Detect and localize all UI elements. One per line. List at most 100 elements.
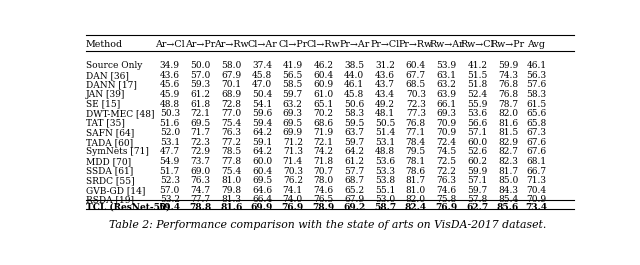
Text: 54.9: 54.9 <box>159 157 180 166</box>
Text: Ar→Pr: Ar→Pr <box>186 40 216 49</box>
Text: 78.0: 78.0 <box>314 176 333 185</box>
Text: 74.0: 74.0 <box>283 196 303 205</box>
Text: 61.5: 61.5 <box>526 100 547 109</box>
Text: 51.7: 51.7 <box>159 167 180 176</box>
Text: 58.0: 58.0 <box>221 61 241 70</box>
Text: 48.8: 48.8 <box>160 100 180 109</box>
Text: 50.5: 50.5 <box>375 119 396 128</box>
Text: 78.9: 78.9 <box>312 203 335 212</box>
Text: 70.4: 70.4 <box>526 186 547 195</box>
Text: 43.4: 43.4 <box>375 90 395 99</box>
Text: 81.6: 81.6 <box>220 203 243 212</box>
Text: Pr→Cl: Pr→Cl <box>371 40 399 49</box>
Text: 56.6: 56.6 <box>467 119 488 128</box>
Text: 68.1: 68.1 <box>526 157 547 166</box>
Text: 52.4: 52.4 <box>467 90 487 99</box>
Text: 74.6: 74.6 <box>314 186 333 195</box>
Text: 64.2: 64.2 <box>344 148 364 157</box>
Text: 76.8: 76.8 <box>406 119 426 128</box>
Text: 59.6: 59.6 <box>252 109 272 118</box>
Text: 84.3: 84.3 <box>498 186 518 195</box>
Text: 66.4: 66.4 <box>252 196 272 205</box>
Text: 41.9: 41.9 <box>283 61 303 70</box>
Text: 55.1: 55.1 <box>375 186 396 195</box>
Text: 57.1: 57.1 <box>467 128 488 137</box>
Text: 59.7: 59.7 <box>283 90 303 99</box>
Text: 67.7: 67.7 <box>406 71 426 80</box>
Text: 45.8: 45.8 <box>344 90 364 99</box>
Text: 59.9: 59.9 <box>467 167 488 176</box>
Text: 77.1: 77.1 <box>406 128 426 137</box>
Text: 43.6: 43.6 <box>375 71 395 80</box>
Text: 71.3: 71.3 <box>283 148 303 157</box>
Text: 65.2: 65.2 <box>344 186 364 195</box>
Text: 70.1: 70.1 <box>221 80 241 89</box>
Text: Ar→Rw: Ar→Rw <box>214 40 248 49</box>
Text: 77.0: 77.0 <box>221 109 241 118</box>
Text: 65.1: 65.1 <box>314 100 333 109</box>
Text: 55.9: 55.9 <box>467 100 488 109</box>
Text: SE [15]: SE [15] <box>86 100 120 109</box>
Text: 57.7: 57.7 <box>344 167 364 176</box>
Text: 75.8: 75.8 <box>436 196 457 205</box>
Text: 66.7: 66.7 <box>526 167 547 176</box>
Text: 50.0: 50.0 <box>191 61 211 70</box>
Text: 70.3: 70.3 <box>283 167 303 176</box>
Text: 69.9: 69.9 <box>251 203 273 212</box>
Text: Method: Method <box>86 40 123 49</box>
Text: 77.3: 77.3 <box>406 109 426 118</box>
Text: 76.3: 76.3 <box>436 176 456 185</box>
Text: 76.3: 76.3 <box>221 128 241 137</box>
Text: 74.6: 74.6 <box>436 186 456 195</box>
Text: 51.4: 51.4 <box>375 128 395 137</box>
Text: 76.3: 76.3 <box>191 176 211 185</box>
Text: 82.3: 82.3 <box>498 157 518 166</box>
Text: 72.9: 72.9 <box>191 148 211 157</box>
Text: 78.8: 78.8 <box>189 203 212 212</box>
Text: 67.6: 67.6 <box>526 138 547 147</box>
Text: 78.1: 78.1 <box>406 157 426 166</box>
Text: 75.4: 75.4 <box>221 119 241 128</box>
Text: Rw→Ar: Rw→Ar <box>429 40 464 49</box>
Text: TAT [35]: TAT [35] <box>86 119 125 128</box>
Text: 72.5: 72.5 <box>436 157 456 166</box>
Text: 57.1: 57.1 <box>467 176 488 185</box>
Text: 77.8: 77.8 <box>221 157 241 166</box>
Text: 85.0: 85.0 <box>498 176 518 185</box>
Text: 70.3: 70.3 <box>406 90 426 99</box>
Text: 47.0: 47.0 <box>252 80 272 89</box>
Text: 60.9: 60.9 <box>314 80 333 89</box>
Text: 61.8: 61.8 <box>191 100 211 109</box>
Text: 69.9: 69.9 <box>283 128 303 137</box>
Text: 70.9: 70.9 <box>436 119 456 128</box>
Text: 53.2: 53.2 <box>160 196 180 205</box>
Text: 79.8: 79.8 <box>221 186 241 195</box>
Text: DANN [17]: DANN [17] <box>86 80 137 89</box>
Text: 76.8: 76.8 <box>498 80 518 89</box>
Text: 57.0: 57.0 <box>191 71 211 80</box>
Text: 66.1: 66.1 <box>436 100 456 109</box>
Text: 68.5: 68.5 <box>406 80 426 89</box>
Text: 59.7: 59.7 <box>344 138 364 147</box>
Text: Rw→Cl: Rw→Cl <box>461 40 494 49</box>
Text: 78.4: 78.4 <box>406 138 426 147</box>
Text: 53.6: 53.6 <box>375 157 395 166</box>
Text: 82.9: 82.9 <box>498 138 518 147</box>
Text: 60.2: 60.2 <box>467 157 487 166</box>
Text: 59.3: 59.3 <box>191 80 211 89</box>
Text: 75.4: 75.4 <box>221 167 241 176</box>
Text: 51.5: 51.5 <box>467 71 488 80</box>
Text: 62.7: 62.7 <box>466 203 488 212</box>
Text: 53.1: 53.1 <box>375 138 395 147</box>
Text: 71.8: 71.8 <box>314 157 333 166</box>
Text: 81.5: 81.5 <box>498 128 518 137</box>
Text: 72.1: 72.1 <box>314 138 333 147</box>
Text: DWT-MEC [48]: DWT-MEC [48] <box>86 109 154 118</box>
Text: GVB-GD [14]: GVB-GD [14] <box>86 186 145 195</box>
Text: 53.6: 53.6 <box>467 109 487 118</box>
Text: 81.0: 81.0 <box>406 186 426 195</box>
Text: 81.7: 81.7 <box>406 176 426 185</box>
Text: 72.1: 72.1 <box>191 109 211 118</box>
Text: 72.4: 72.4 <box>436 138 456 147</box>
Text: RSDA [19]: RSDA [19] <box>86 196 134 205</box>
